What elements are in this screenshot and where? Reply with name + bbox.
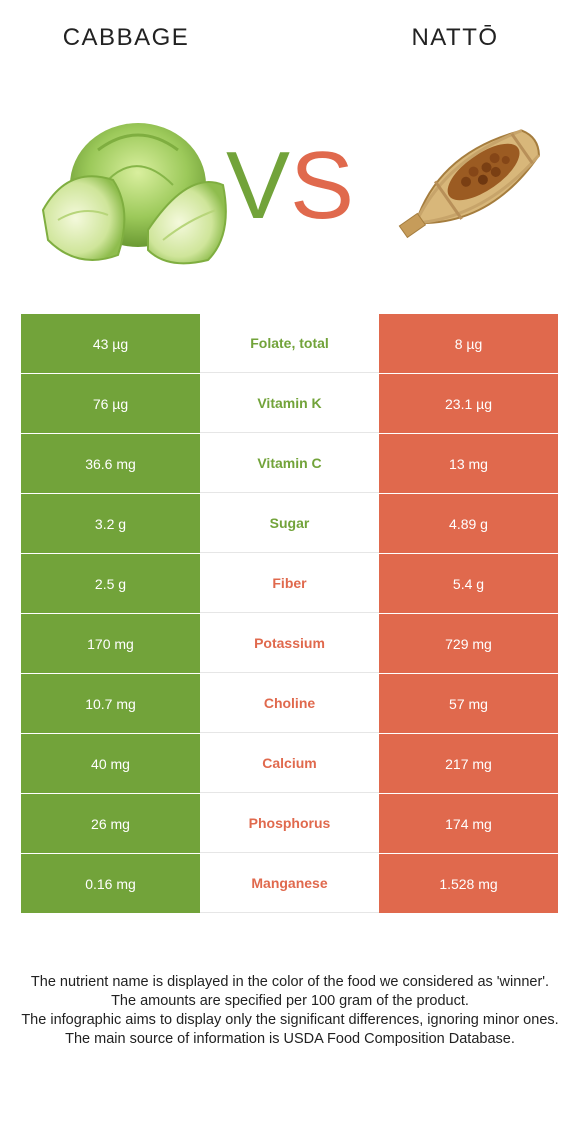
table-row: 43 µg Folate, total 8 µg: [21, 314, 558, 374]
footer-note: The infographic aims to display only the…: [21, 1012, 559, 1028]
left-value: 0.16 mg: [21, 854, 200, 913]
footer-note: The amounts are specified per 100 gram o…: [111, 993, 469, 1009]
left-food-title: CABBAGE: [62, 24, 190, 51]
left-value: 170 mg: [21, 614, 200, 673]
comparison-table: 43 µg Folate, total 8 µg 76 µg Vitamin K 23.1…: [21, 314, 558, 914]
right-value: 8 µg: [379, 314, 558, 373]
cabbage-image: [41, 123, 227, 265]
left-value: 36.6 mg: [21, 434, 200, 493]
left-value: 10.7 mg: [21, 674, 200, 733]
nutrient-name: Vitamin C: [200, 434, 379, 493]
table-row: 26 mg Phosphorus 174 mg: [21, 794, 558, 854]
table-row: 10.7 mg Choline 57 mg: [21, 674, 558, 734]
nutrient-name: Calcium: [200, 734, 379, 793]
table-row: 40 mg Calcium 217 mg: [21, 734, 558, 794]
right-value: 23.1 µg: [379, 374, 558, 433]
vs-label: VS: [222, 136, 358, 236]
nutrient-name: Vitamin K: [200, 374, 379, 433]
left-value: 2.5 g: [21, 554, 200, 613]
footer-notes: The nutrient name is displayed in the co…: [18, 973, 562, 1049]
nutrient-name: Fiber: [200, 554, 379, 613]
nutrient-name: Folate, total: [200, 314, 379, 373]
left-value: 40 mg: [21, 734, 200, 793]
right-food-title: NATTŌ: [411, 24, 499, 51]
left-value: 76 µg: [21, 374, 200, 433]
vs-v: V: [225, 132, 290, 239]
vs-s: S: [290, 132, 355, 239]
nutrient-name: Sugar: [200, 494, 379, 553]
left-value: 3.2 g: [21, 494, 200, 553]
table-row: 2.5 g Fiber 5.4 g: [21, 554, 558, 614]
table-row: 3.2 g Sugar 4.89 g: [21, 494, 558, 554]
right-value: 217 mg: [379, 734, 558, 793]
nutrient-name: Manganese: [200, 854, 379, 913]
left-value: 43 µg: [21, 314, 200, 373]
right-value: 5.4 g: [379, 554, 558, 613]
right-value: 57 mg: [379, 674, 558, 733]
footer-note: The nutrient name is displayed in the co…: [30, 974, 550, 990]
nutrient-name: Phosphorus: [200, 794, 379, 853]
table-row: 0.16 mg Manganese 1.528 mg: [21, 854, 558, 914]
table-row: 170 mg Potassium 729 mg: [21, 614, 558, 674]
right-value: 1.528 mg: [379, 854, 558, 913]
right-value: 4.89 g: [379, 494, 558, 553]
natto-image: [398, 129, 541, 239]
table-row: 76 µg Vitamin K 23.1 µg: [21, 374, 558, 434]
table-row: 36.6 mg Vitamin C 13 mg: [21, 434, 558, 494]
footer-note: The main source of information is USDA F…: [65, 1031, 515, 1047]
nutrient-name: Choline: [200, 674, 379, 733]
nutrient-name: Potassium: [200, 614, 379, 673]
left-value: 26 mg: [21, 794, 200, 853]
right-value: 174 mg: [379, 794, 558, 853]
right-value: 13 mg: [379, 434, 558, 493]
right-value: 729 mg: [379, 614, 558, 673]
